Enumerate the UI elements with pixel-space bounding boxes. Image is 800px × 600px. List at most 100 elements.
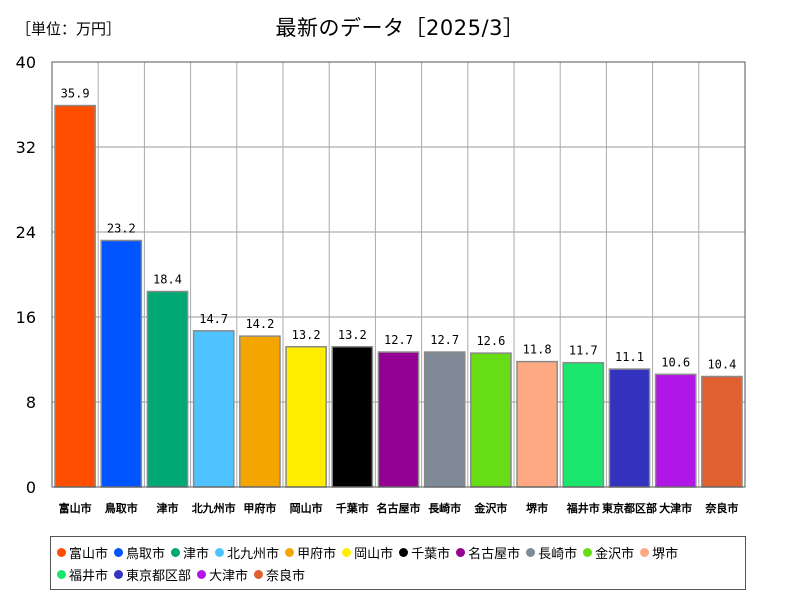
bar: [192, 330, 235, 488]
legend: 富山市 鳥取市 津市 北九州市 甲府市 岡山市 千葉市 名古屋市 長崎市 金沢市 堺市福井市 東京都区…: [50, 536, 746, 590]
legend-label: 奈良市: [266, 568, 306, 584]
legend-label: 長崎市: [538, 546, 578, 562]
x-tick-label: 北九州市: [192, 501, 236, 515]
data-label: 11.1: [615, 350, 644, 364]
bar-chart: 0 8 16 24 32 40 35.9 富山市 23.2 鳥取市 18.4 津市 14.7 北九州市 14…: [16, 53, 746, 515]
x-tick-label: 長崎市: [428, 501, 461, 515]
bar: [423, 351, 466, 488]
x-tick-label: 富山市: [59, 501, 92, 515]
bar: [239, 335, 281, 488]
data-label: 18.4: [153, 273, 182, 287]
y-tick-label: 40: [16, 53, 36, 72]
legend-marker-icon: [114, 547, 124, 557]
bar: [470, 352, 512, 488]
bar: [654, 373, 697, 488]
bar: [331, 346, 374, 488]
legend-label: 名古屋市: [468, 546, 521, 562]
y-tick-label: 8: [26, 393, 36, 412]
data-label: 23.2: [107, 222, 136, 236]
plot-frame: [51, 61, 746, 488]
legend-marker-icon: [342, 547, 352, 557]
legend-label: 堺市: [652, 546, 679, 562]
legend-item: 長崎市: [526, 541, 577, 563]
bar: [100, 239, 143, 488]
legend-marker-icon: [57, 547, 66, 557]
bar: [146, 290, 189, 488]
legend-marker-icon: [171, 547, 181, 557]
legend-marker-icon: [254, 569, 264, 579]
bar: [516, 360, 558, 488]
y-tick-label: 16: [16, 308, 36, 327]
y-tick-label: 32: [16, 138, 36, 157]
bar: [377, 351, 420, 488]
legend-marker-icon: [215, 547, 225, 557]
legend-item: 金沢市: [583, 541, 634, 563]
x-tick-label: 東京都区部: [602, 501, 657, 515]
legend-item: 名古屋市: [456, 541, 520, 563]
data-label: 12.6: [476, 334, 505, 348]
x-tick-label: 甲府市: [243, 501, 276, 515]
bar: [701, 375, 743, 488]
legend-label: 富山市: [69, 546, 109, 562]
legend-marker-icon: [583, 547, 593, 557]
legend-marker-icon: [526, 547, 536, 557]
legend-item: 富山市: [57, 541, 108, 563]
x-tick-label: 大津市: [659, 501, 692, 515]
x-tick-label: 千葉市: [336, 501, 369, 515]
legend-item: 岡山市: [342, 541, 393, 563]
x-tick-label: 金沢市: [473, 501, 507, 515]
data-label: 10.4: [707, 358, 736, 372]
x-tick-label: 鳥取市: [105, 501, 138, 515]
legend-label: 岡山市: [354, 546, 394, 562]
legend-label: 金沢市: [595, 546, 635, 562]
data-label: 14.2: [245, 317, 274, 331]
legend-item: 大津市: [197, 563, 248, 585]
data-label: 13.2: [292, 328, 321, 342]
legend-label: 鳥取市: [126, 546, 166, 562]
legend-item: 甲府市: [285, 541, 336, 563]
legend-item: 津市: [171, 541, 209, 563]
x-tick-label: 津市: [157, 501, 179, 515]
bar: [608, 368, 651, 488]
x-tick-label: 岡山市: [290, 501, 323, 515]
x-tick-label: 奈良市: [704, 501, 738, 515]
legend-label: 福井市: [69, 568, 109, 584]
data-label: 35.9: [61, 87, 90, 101]
data-label: 14.7: [199, 312, 228, 326]
legend-marker-icon: [197, 569, 207, 579]
legend-label: 北九州市: [227, 546, 280, 562]
legend-item: 千葉市: [399, 541, 450, 563]
data-label: 11.7: [569, 344, 598, 358]
legend-label: 東京都区部: [126, 568, 192, 584]
data-label: 12.7: [384, 333, 413, 347]
legend-marker-icon: [114, 569, 124, 579]
bar: [54, 104, 96, 488]
legend-marker-icon: [399, 547, 409, 557]
chart-title: 最新のデータ［2025/3］: [275, 16, 525, 40]
legend-item: 福井市: [57, 563, 108, 585]
bar: [285, 346, 327, 488]
legend-item: 堺市: [640, 541, 678, 563]
unit-label: ［単位：万円］: [16, 20, 122, 38]
legend-label: 大津市: [209, 568, 249, 584]
y-tick-label: 0: [26, 478, 36, 497]
y-tick-label: 24: [16, 223, 36, 242]
legend-label: 甲府市: [297, 546, 337, 562]
legend-item: 北九州市: [215, 541, 279, 563]
legend-marker-icon: [456, 547, 466, 557]
legend-item: 鳥取市: [114, 541, 165, 563]
data-label: 12.7: [430, 333, 459, 347]
data-label: 10.6: [661, 355, 690, 369]
legend-marker-icon: [57, 569, 66, 579]
data-label: 13.2: [338, 328, 367, 342]
bar: [562, 361, 605, 488]
legend-label: 千葉市: [411, 546, 451, 562]
x-tick-label: 福井市: [566, 501, 600, 515]
legend-label: 津市: [183, 546, 210, 562]
legend-marker-icon: [285, 547, 295, 557]
data-label: 11.8: [523, 343, 552, 357]
legend-item: 奈良市: [254, 563, 305, 585]
x-tick-label: 堺市: [526, 501, 548, 515]
legend-item: 東京都区部: [114, 563, 191, 585]
x-tick-label: 名古屋市: [377, 501, 421, 515]
